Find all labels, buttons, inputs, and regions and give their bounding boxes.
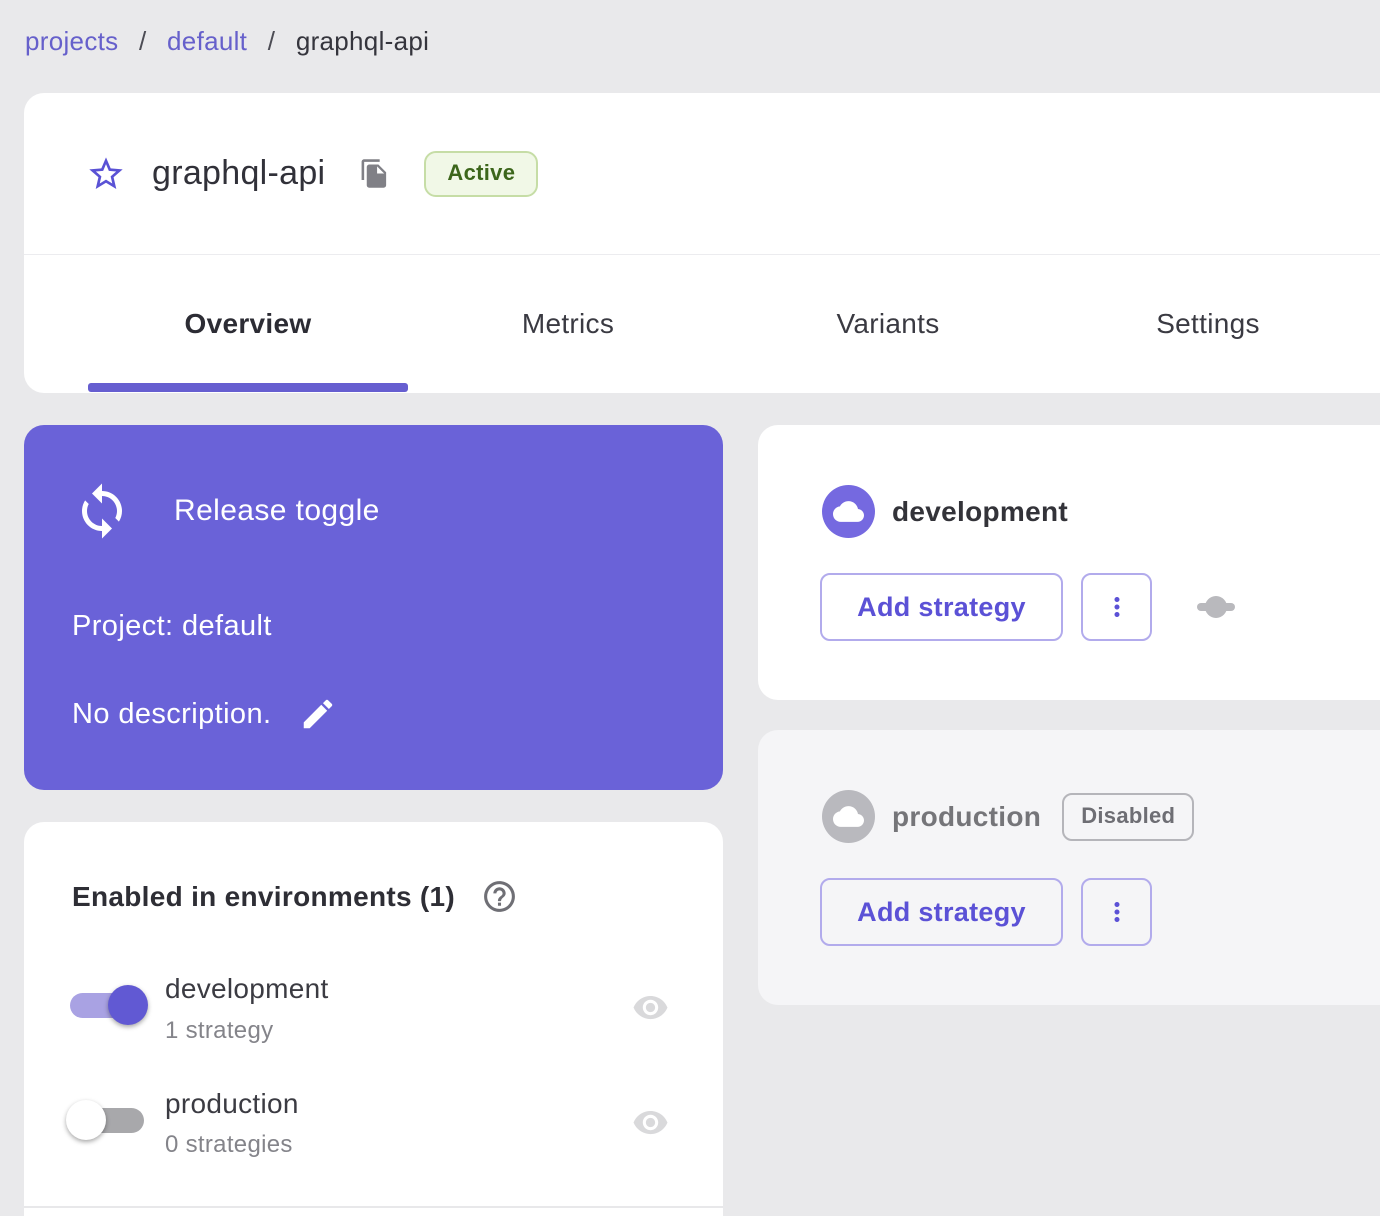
add-strategy-button[interactable]: Add strategy [820, 878, 1063, 946]
environment-actions: Add strategy [820, 878, 1152, 946]
feature-title-row: graphql-api Active [24, 93, 1380, 255]
environment-actions: Add strategy [820, 573, 1236, 641]
help-circle-icon [484, 881, 515, 912]
add-strategy-button[interactable]: Add strategy [820, 573, 1063, 641]
breadcrumb-link-default[interactable]: default [167, 26, 248, 56]
tab-settings[interactable]: Settings [1048, 255, 1368, 392]
pencil-icon [304, 699, 333, 729]
description-text: No description. [72, 697, 272, 730]
environment-name: development [892, 495, 1069, 527]
eye-icon [633, 1110, 668, 1135]
active-tab-indicator [88, 383, 408, 392]
page-title: graphql-api [152, 154, 326, 192]
environment-header: development [822, 485, 1068, 538]
environment-more-button[interactable] [1081, 878, 1152, 946]
environment-row-name: development [165, 973, 329, 1004]
section-divider [24, 1206, 723, 1208]
description-row: No description. [72, 695, 337, 733]
switch-thumb [108, 985, 148, 1025]
toggle-switch-production[interactable] [66, 1100, 146, 1140]
project-label: Project: default [72, 610, 272, 642]
environment-avatar [822, 485, 875, 538]
environment-row-strategy-count: 1 strategy [165, 1017, 274, 1044]
help-button[interactable] [481, 878, 518, 915]
environment-avatar [822, 790, 875, 843]
star-icon [89, 156, 123, 189]
kebab-menu-icon [1114, 597, 1119, 617]
status-badge: Active [424, 150, 539, 197]
switch-thumb [66, 1100, 106, 1140]
eye-icon [633, 995, 668, 1020]
tab-overview[interactable]: Overview [88, 255, 408, 392]
tab-variants[interactable]: Variants [728, 255, 1048, 392]
feature-header-card: graphql-api Active Overview Metrics Vari… [24, 93, 1380, 393]
breadcrumb-link-projects[interactable]: projects [25, 26, 119, 56]
enabled-environments-card: Enabled in environments (1) development … [24, 822, 723, 1216]
feature-type-label: Release toggle [174, 494, 380, 527]
tab-bar: Overview Metrics Variants Settings [88, 255, 1380, 392]
environment-row-strategy-count: 0 strategies [165, 1131, 293, 1158]
environment-header: production Disabled [822, 790, 1195, 843]
toggle-switch-development[interactable] [70, 985, 148, 1025]
environment-row-name: production [165, 1088, 299, 1119]
breadcrumb-current: graphql-api [295, 26, 430, 56]
visibility-button-production[interactable] [628, 1104, 673, 1141]
enabled-environments-title: Enabled in environments (1) [72, 880, 456, 912]
environment-status-badge: Disabled [1062, 792, 1195, 841]
copy-icon [362, 159, 387, 188]
strategy-commit-icon [1196, 589, 1236, 625]
environment-card-production: production Disabled Add strategy [758, 730, 1380, 1005]
environment-card-development: development Add strategy [758, 425, 1380, 700]
favorite-button[interactable] [86, 154, 126, 194]
visibility-button-development[interactable] [628, 989, 673, 1026]
feature-type-row: Release toggle [72, 481, 380, 541]
tab-metrics[interactable]: Metrics [408, 255, 728, 392]
cloud-icon [833, 501, 864, 522]
cloud-icon [833, 806, 864, 827]
environment-more-button[interactable] [1081, 573, 1152, 641]
sync-icon [82, 483, 122, 539]
feature-summary-card: Release toggle Project: default No descr… [24, 425, 723, 790]
copy-name-button[interactable] [359, 158, 390, 189]
breadcrumb-separator: / [138, 26, 147, 56]
enabled-environments-header: Enabled in environments (1) [72, 878, 518, 915]
breadcrumb: projects / default / graphql-api [25, 26, 429, 57]
environment-name: production [892, 800, 1042, 832]
edit-description-button[interactable] [299, 695, 337, 733]
breadcrumb-separator: / [267, 26, 276, 56]
kebab-menu-icon [1114, 902, 1119, 922]
